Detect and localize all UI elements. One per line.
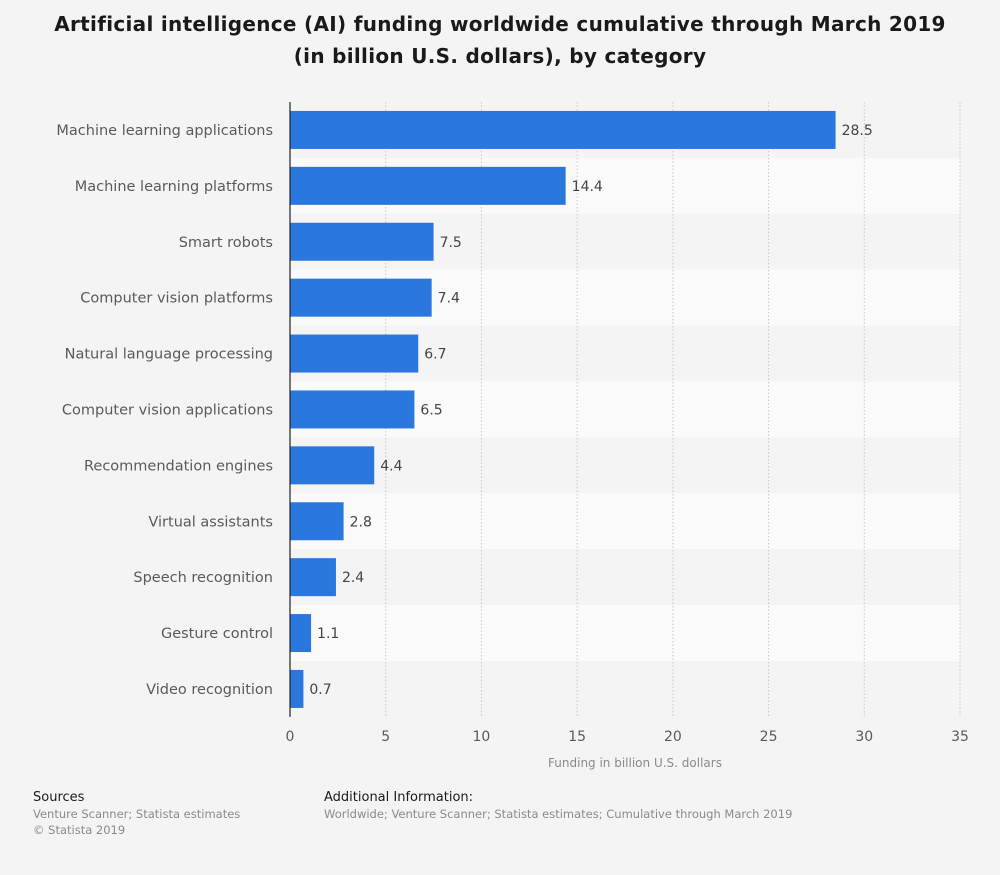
x-axis-title: Funding in billion U.S. dollars — [548, 756, 722, 770]
row-band — [290, 437, 960, 494]
value-label: 28.5 — [842, 123, 873, 139]
category-label: Video recognition — [146, 682, 273, 698]
x-tick-label: 20 — [664, 729, 682, 745]
category-label: Computer vision platforms — [80, 291, 273, 307]
category-label: Natural language processing — [65, 347, 273, 363]
chart-title: Artificial intelligence (AI) funding wor… — [54, 12, 946, 68]
category-label: Computer vision applications — [62, 402, 273, 418]
value-label: 4.4 — [380, 458, 402, 474]
sources-block: Sources Venture Scanner; Statista estima… — [33, 790, 240, 838]
row-band — [290, 605, 960, 661]
x-tick-label: 35 — [951, 729, 969, 745]
category-label: Recommendation engines — [84, 458, 273, 474]
x-tick-label: 0 — [286, 729, 295, 745]
bar — [290, 669, 304, 708]
copyright-text: © Statista 2019 — [33, 823, 126, 837]
value-label: 1.1 — [317, 626, 339, 642]
category-label: Speech recognition — [133, 570, 273, 586]
sources-heading: Sources — [33, 790, 85, 805]
category-label: Virtual assistants — [148, 514, 273, 530]
category-label: Gesture control — [161, 626, 273, 642]
bar — [290, 166, 566, 205]
bar — [290, 334, 419, 373]
row-band — [290, 549, 960, 606]
category-label: Machine learning applications — [56, 123, 273, 139]
x-tick-label: 15 — [568, 729, 586, 745]
bar — [290, 558, 336, 597]
bar — [290, 390, 415, 429]
bar — [290, 614, 312, 653]
additional-info-block: Additional Information: Worldwide; Ventu… — [324, 790, 792, 822]
bar — [290, 502, 344, 541]
value-label: 6.7 — [424, 347, 446, 363]
bar — [290, 446, 375, 485]
x-tick-label: 10 — [473, 729, 491, 745]
additional-info-heading: Additional Information: — [324, 790, 474, 805]
value-label: 0.7 — [309, 682, 331, 698]
bar — [290, 110, 836, 149]
row-band — [290, 661, 960, 717]
value-label: 7.5 — [440, 235, 462, 251]
x-tick-label: 30 — [855, 729, 873, 745]
value-label: 7.4 — [438, 291, 460, 307]
category-label: Smart robots — [179, 235, 273, 251]
bar-chart: Machine learning applications 28.5 Machine… — [56, 102, 969, 770]
row-band — [290, 493, 960, 550]
bar — [290, 278, 432, 317]
sources-text: Venture Scanner; Statista estimates — [33, 807, 241, 821]
additional-info-text: Worldwide; Venture Scanner; Statista est… — [324, 807, 793, 821]
x-tick-label: 5 — [381, 729, 390, 745]
bar — [290, 222, 434, 261]
category-label: Machine learning platforms — [75, 179, 273, 195]
x-tick-label: 25 — [760, 729, 778, 745]
value-label: 2.4 — [342, 570, 364, 586]
value-label: 6.5 — [420, 402, 442, 418]
value-label: 14.4 — [572, 179, 603, 195]
value-label: 2.8 — [350, 514, 372, 530]
